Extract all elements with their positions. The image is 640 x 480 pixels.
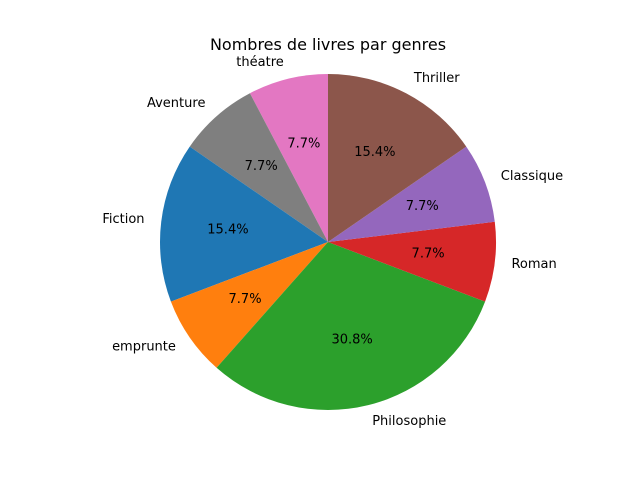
pie-slice-roman [328, 221, 496, 302]
slice-label-theatre: théatre [236, 55, 283, 70]
slice-percent-fiction: 15.4% [207, 222, 248, 237]
pie-slices [160, 74, 496, 411]
pie-slice-thriller [328, 74, 467, 242]
slice-label-roman: Roman [511, 257, 556, 272]
slice-label-classique: Classique [501, 169, 563, 184]
pie-slice-fiction [160, 146, 328, 302]
pie-percent-labels: 7.7% 7.7% 15.4% 7.7% 30.8% 7.7% 7.7% 15.4% [207, 137, 444, 348]
pie-labels: théatre Aventure Fiction emprunte Philosophi… [102, 55, 563, 429]
slice-percent-classique: 7.7% [406, 199, 439, 214]
slice-percent-theatre: 7.7% [287, 137, 320, 152]
pie-slice-philosophie [216, 242, 486, 411]
slice-percent-philosophie: 30.8% [331, 332, 372, 347]
chart-title: Nombres de livres par genres [210, 35, 446, 54]
pie-slice-emprunte [170, 242, 328, 368]
slice-label-philosophie: Philosophie [372, 414, 446, 429]
slice-label-aventure: Aventure [147, 96, 205, 111]
slice-percent-aventure: 7.7% [245, 159, 278, 174]
pie-slice-aventure [189, 93, 328, 243]
slice-label-thriller: Thriller [413, 71, 460, 86]
slice-percent-thriller: 15.4% [354, 145, 395, 160]
slice-percent-roman: 7.7% [412, 247, 445, 262]
slice-label-emprunte: emprunte [112, 339, 176, 354]
pie-slice-classique [328, 146, 495, 242]
slice-percent-emprunte: 7.7% [229, 292, 262, 307]
slice-label-fiction: Fiction [102, 212, 144, 227]
pie-slice-theatre [249, 74, 328, 242]
